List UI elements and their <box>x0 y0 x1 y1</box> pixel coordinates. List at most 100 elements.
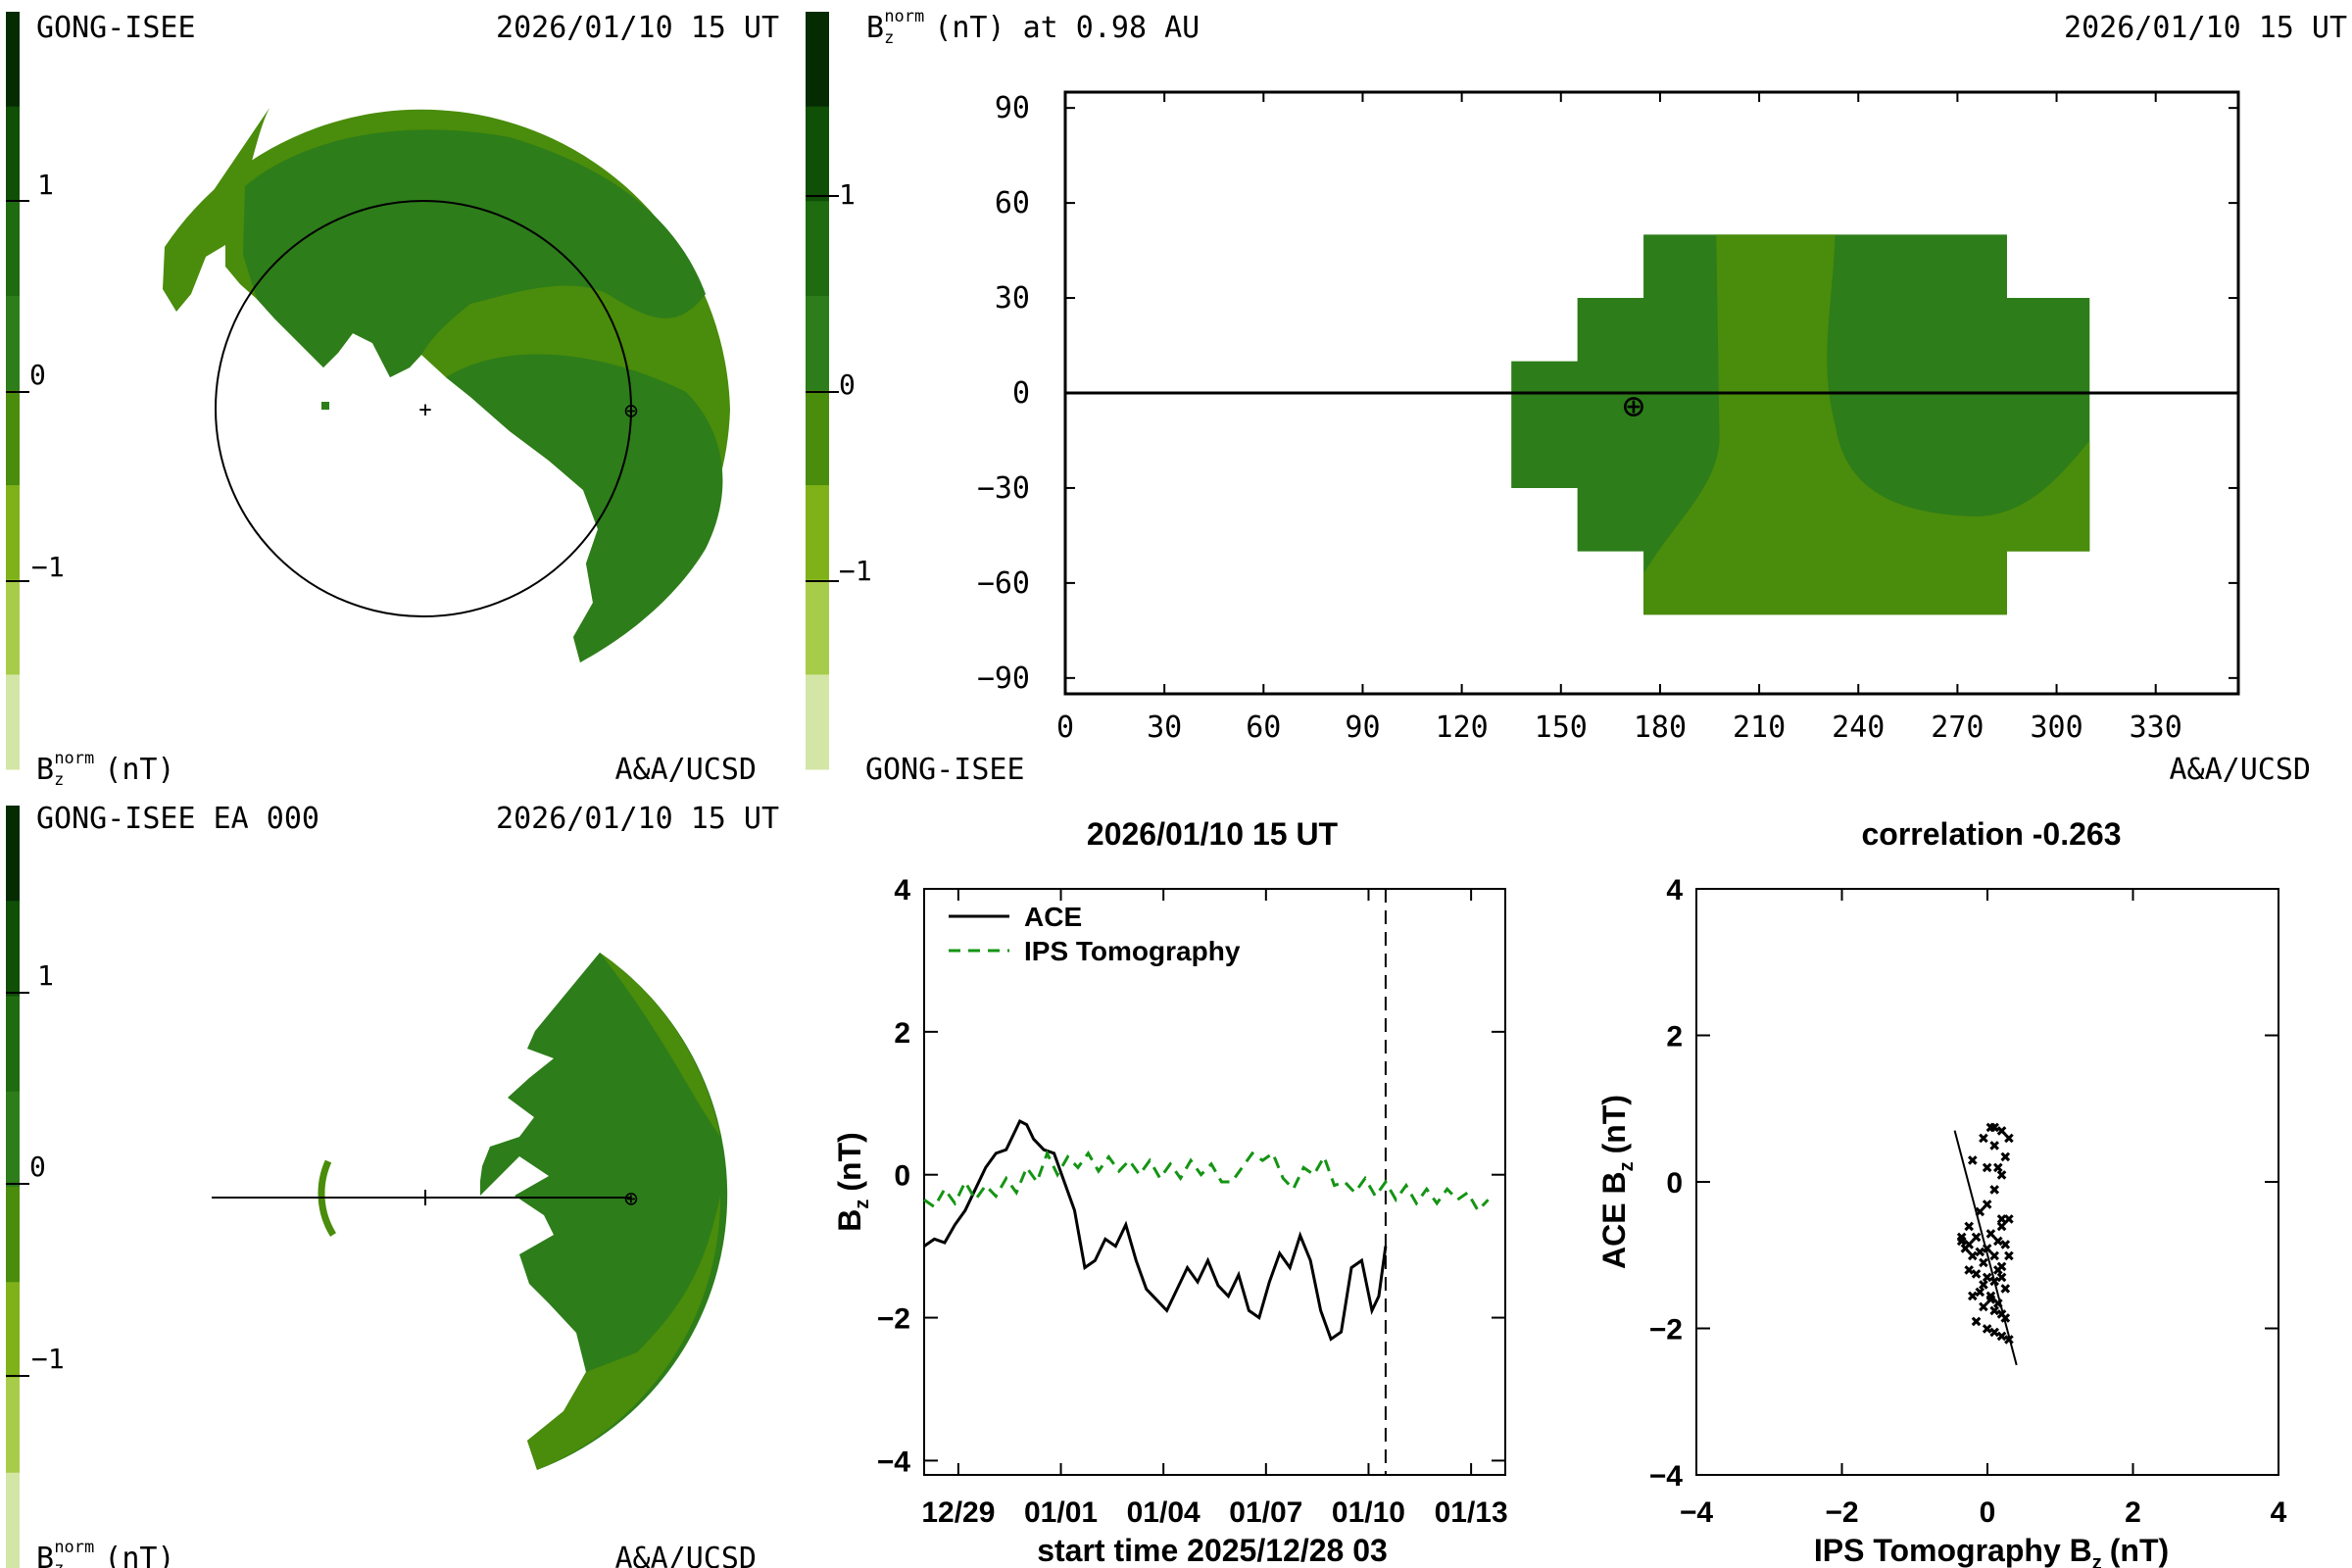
map-ytick-label: 90 <box>995 91 1030 125</box>
map-xtick-label: 150 <box>1535 710 1588 745</box>
meridional-wedge-light-bottom <box>527 1196 721 1470</box>
map-ytick-label: −60 <box>977 566 1030 601</box>
scatter-point: ✖ <box>1979 1252 1989 1274</box>
colorbar-segment <box>6 579 20 675</box>
header-left-bottom-left: GONG-ISEE EA 000 <box>36 802 319 836</box>
scatter-axes: −4 −2 0 2 4 4 2 0 −2 −4 <box>1649 874 2287 1529</box>
time-series-title: 2026/01/10 15 UT <box>1087 816 1339 852</box>
map-xtick-label: 0 <box>1056 710 1074 745</box>
map-data-regions <box>1511 234 2090 615</box>
colorbar-top-left <box>6 12 29 770</box>
legend-label-ips: IPS Tomography <box>1024 936 1241 966</box>
time-series-xtick-label: 01/07 <box>1229 1496 1302 1529</box>
map-ytick-label: 0 <box>1012 376 1030 411</box>
time-series-ytick-label: 2 <box>894 1017 910 1050</box>
scatter-point: ✖ <box>1967 1286 1978 1307</box>
scatter-frame <box>1695 888 2279 1476</box>
earth-marker-top-left: ⊕ <box>624 397 638 424</box>
scatter-point: ✖ <box>1956 1231 1967 1252</box>
colorbar-bottom-left <box>6 806 29 1568</box>
scatter-point: ✖ <box>1982 1157 1992 1179</box>
time-series-axes: 12/29 01/01 01/04 01/07 01/10 01/13 4 2 0 −2 −4 <box>877 874 1508 1529</box>
scatter-point: ✖ <box>1979 1128 1989 1150</box>
wedge-dark-region-upper <box>243 129 706 377</box>
series-ace-line <box>923 1118 1388 1342</box>
scatter-point: ✖ <box>1989 1179 2000 1200</box>
header-right-bottom-left: 2026/01/10 15 UT <box>496 802 779 836</box>
earth-orbit-circle <box>215 200 632 617</box>
meridional-fragment <box>318 1159 337 1237</box>
scatter-point: ✖ <box>1989 1117 2000 1139</box>
colorbar-tick-label-minus1-bl: −1 <box>31 1343 65 1375</box>
scatter-xtick-label: 4 <box>2271 1496 2287 1529</box>
colorbar-segment <box>6 1377 20 1474</box>
panel-bottom-left: GONG-ISEE EA 000 2026/01/10 15 UT 1 0 −1… <box>6 802 779 1568</box>
time-series-frame <box>923 888 1506 1476</box>
colorbar-top-right <box>806 12 839 770</box>
colorbar-segment <box>6 106 20 202</box>
scatter-xtick-label: 2 <box>2125 1496 2141 1529</box>
colorbar-segment <box>6 996 20 1093</box>
scatter-title: correlation -0.263 <box>1862 816 2122 852</box>
colorbar-segment <box>806 485 829 581</box>
scatter-point: ✖ <box>1971 1311 1982 1333</box>
legend-label-ace: ACE <box>1024 902 1082 932</box>
scatter-point: ✖ <box>1985 1223 1996 1245</box>
colorbar-segment <box>806 390 829 486</box>
scatter-point: ✖ <box>1960 1238 1971 1259</box>
scatter-point: ✖ <box>1992 1293 2003 1314</box>
map-xtick-label: 300 <box>2030 710 2082 745</box>
scatter-point: ✖ <box>1967 1151 1978 1172</box>
colorbar-segment <box>6 201 20 297</box>
scatter-point: ✖ <box>1996 1267 2007 1289</box>
scatter-ytick-label: 4 <box>1666 874 1683 906</box>
time-series-ytick-label: −2 <box>877 1303 910 1336</box>
scatter-point: ✖ <box>1956 1227 1967 1249</box>
colorbar-segment <box>6 1472 20 1568</box>
scatter-point: ✖ <box>1971 1227 1982 1249</box>
colorbar-segment <box>6 295 20 391</box>
scatter-point: ✖ <box>1989 1136 2000 1157</box>
panel-top-right: Bznorm (nT) at 0.98 AU 2026/01/10 15 UT 1… <box>806 7 2347 787</box>
wedge-fragment <box>321 402 329 410</box>
scatter-point: ✖ <box>1996 1121 2007 1143</box>
scatter-point: ✖ <box>2000 1147 2011 1168</box>
time-series-xlabel: start time 2025/12/28 03 <box>1037 1533 1388 1568</box>
colorbar-segment <box>806 106 829 202</box>
time-series-xtick-label: 01/13 <box>1435 1496 1508 1529</box>
earth-marker-bottom-left: ⊕ <box>624 1185 638 1212</box>
scatter-point: ✖ <box>1982 1267 1992 1289</box>
map-xtick-label: 240 <box>1832 710 1885 745</box>
scatter-point: ✖ <box>1964 1260 1975 1282</box>
scatter-point: ✖ <box>2004 1208 2015 1230</box>
scatter-point: ✖ <box>1964 1235 1975 1256</box>
scatter-ytick-label: 0 <box>1666 1167 1683 1200</box>
scatter-ytick-label: −2 <box>1649 1314 1683 1347</box>
map-xtick-label: 270 <box>1931 710 1984 745</box>
map-region-light <box>1643 234 2090 615</box>
time-series-legend: ACE IPS Tomography <box>949 902 1241 966</box>
scatter-point: ✖ <box>2004 1246 2015 1267</box>
scatter-point: ✖ <box>1985 1286 1996 1307</box>
colorbar-segment <box>6 674 20 770</box>
colorbar-segment <box>6 901 20 997</box>
colorbar-segment <box>6 390 20 486</box>
scatter-fit-line <box>1953 1130 2018 1366</box>
scatter-point: ✖ <box>1971 1263 1982 1285</box>
header-left-top-right: Bznorm (nT) at 0.98 AU <box>866 7 1200 48</box>
colorbar-segment <box>6 485 20 581</box>
time-series-ytick-label: 0 <box>894 1160 910 1193</box>
colorbar-segment <box>6 806 20 902</box>
colorbar-segment <box>806 12 829 108</box>
footer-right-bottom-left: A&A/UCSD <box>615 1542 758 1568</box>
time-series-ytick-label: 4 <box>894 874 910 906</box>
colorbar-tick-label-1-tr: 1 <box>839 178 856 211</box>
scatter-points: ✖✖✖✖✖✖✖✖✖✖✖✖ ✖ ✖✖✖✖✖✖ ✖ ✖✖✖✖ ✖✖✖ ✖✖✖✖ ✖✖✖✖✖✖✖✖✖… <box>1953 1117 2018 1366</box>
scatter-point: ✖ <box>1989 1246 2000 1267</box>
colorbar-segment <box>806 674 829 770</box>
time-series-ylabel: Bz(nT) <box>832 1132 873 1232</box>
colorbar-segment <box>6 12 20 108</box>
map-xtick-label: 60 <box>1246 710 1281 745</box>
colorbar-label-bottom-left: Bznorm(nT) <box>36 1538 175 1568</box>
